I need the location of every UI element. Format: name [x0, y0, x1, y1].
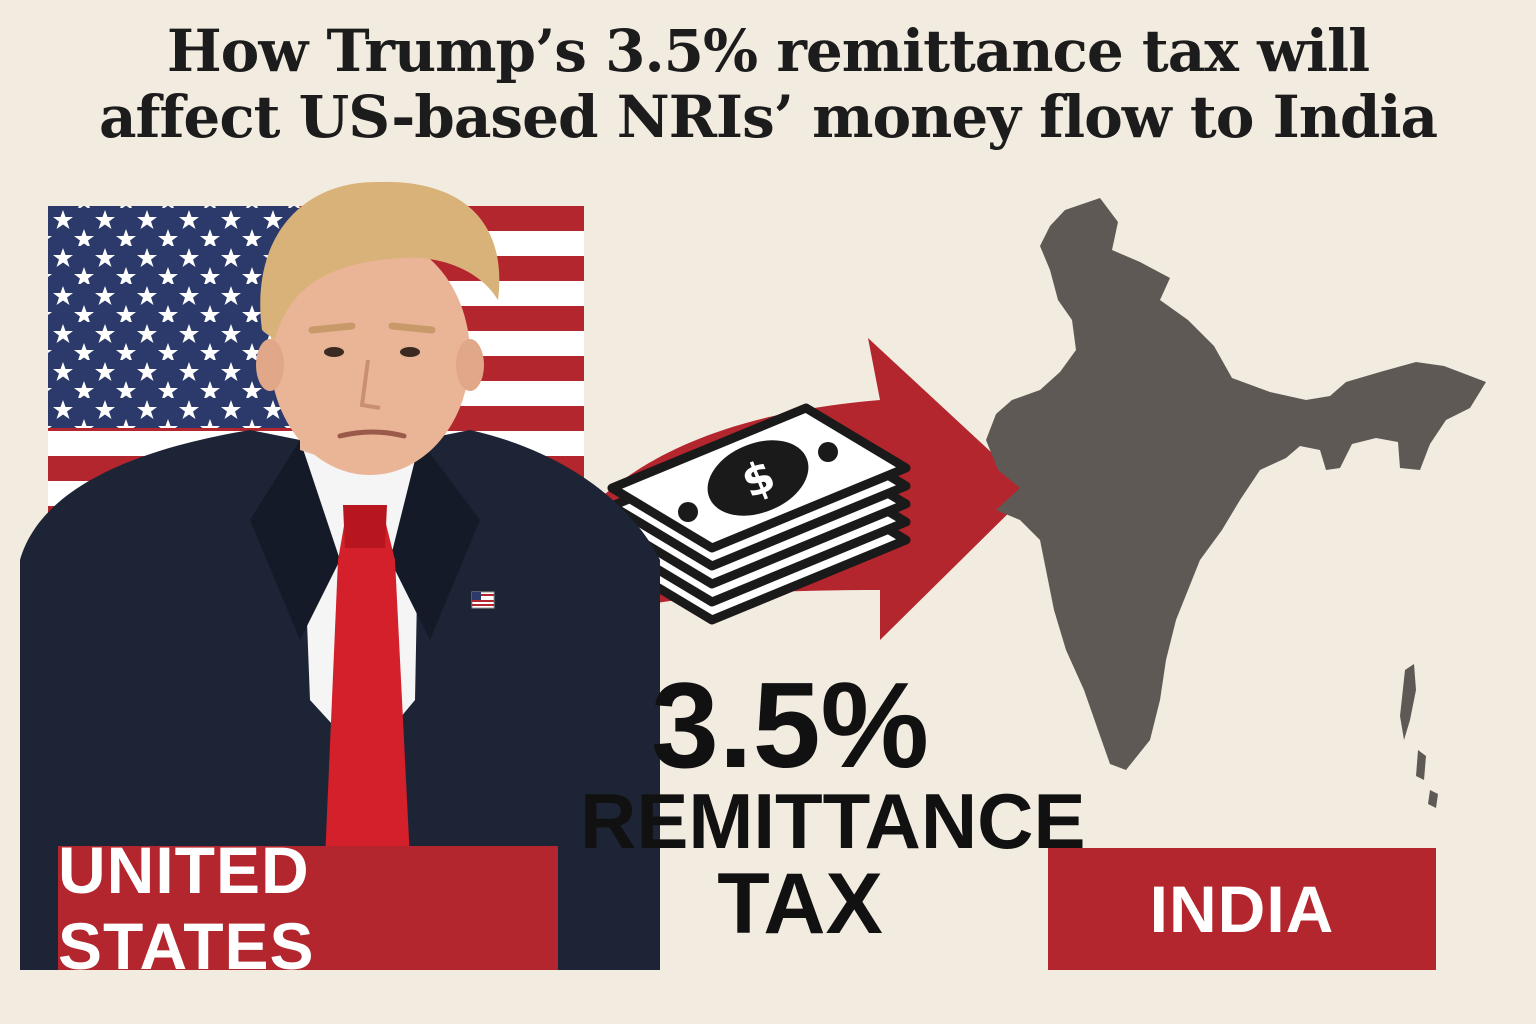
origin-label: UNITED STATES: [58, 833, 315, 983]
destination-label-box: INDIA: [1048, 848, 1436, 970]
cash-stack-icon: $: [607, 403, 911, 625]
headline: How Trump’s 3.5% remittance tax will aff…: [0, 18, 1536, 150]
india-map-icon: [986, 198, 1486, 808]
tax-word-tax: TAX: [717, 856, 883, 952]
tax-rate: 3.5%: [650, 657, 930, 793]
origin-label-box: UNITED STATES: [58, 833, 558, 983]
person-portrait: [20, 181, 660, 970]
tax-word-remittance: REMITTANCE: [580, 777, 1086, 865]
headline-line-2: affect US-based NRIs’ money flow to Indi…: [98, 83, 1438, 151]
destination-label: INDIA: [1149, 872, 1335, 946]
headline-line-1: How Trump’s 3.5% remittance tax will: [166, 17, 1370, 85]
